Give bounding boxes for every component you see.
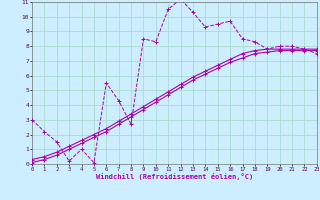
X-axis label: Windchill (Refroidissement éolien,°C): Windchill (Refroidissement éolien,°C) xyxy=(96,173,253,180)
